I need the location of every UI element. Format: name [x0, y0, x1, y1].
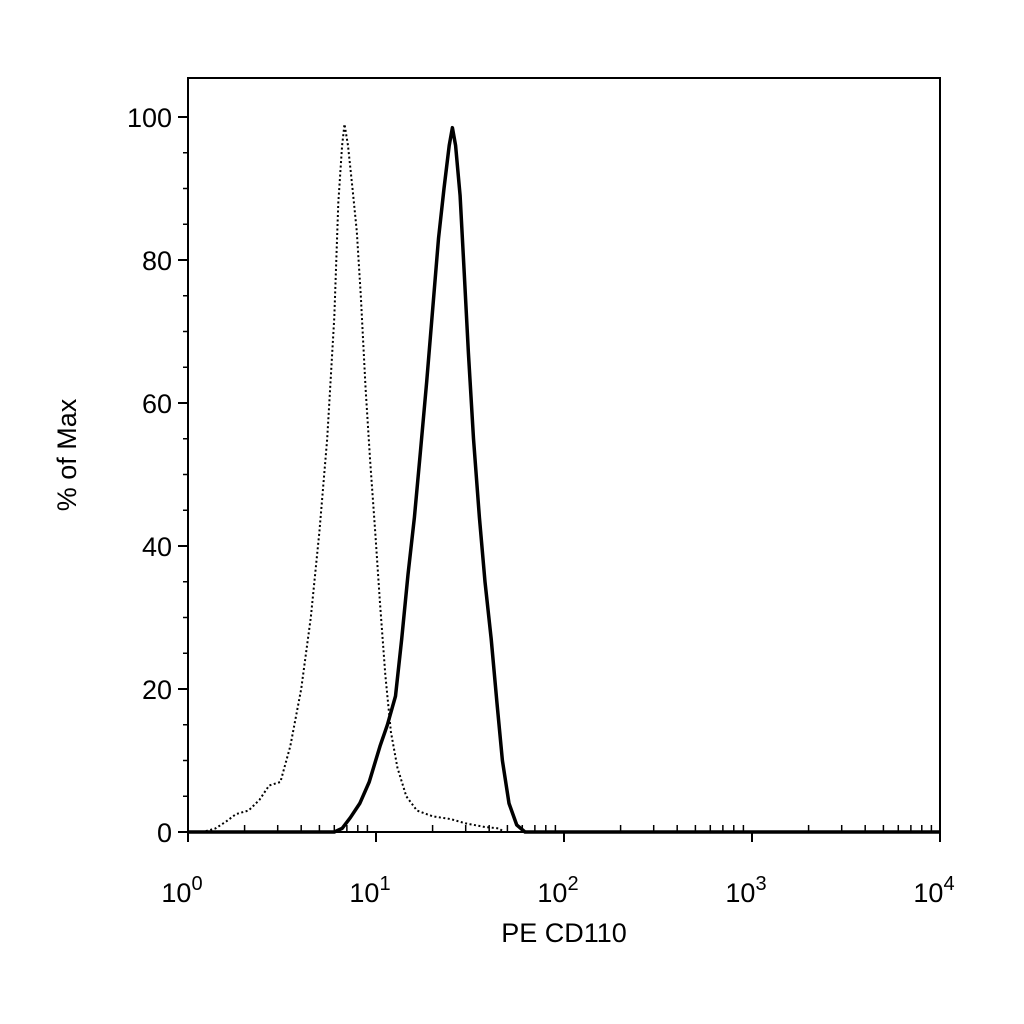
series-line-dotted [188, 123, 505, 833]
y-tick-label: 100 [127, 103, 172, 133]
y-tick-label: 20 [142, 675, 172, 705]
y-tick-label: 0 [157, 818, 172, 848]
y-tick-label: 40 [142, 532, 172, 562]
x-tick-labels: 100 101 102 103 104 [161, 873, 954, 908]
x-tick-label: 101 [349, 873, 390, 908]
x-axis-title: PE CD110 [501, 918, 627, 948]
x-tick-label: 102 [537, 873, 578, 908]
x-tick-label: 100 [161, 873, 202, 908]
series-line-solid [188, 125, 940, 834]
series-layer [188, 123, 940, 834]
y-tick-label: 80 [142, 246, 172, 276]
y-tick-label: 60 [142, 389, 172, 419]
x-tick-label: 104 [913, 873, 954, 908]
y-axis-title: % of Max [52, 398, 82, 511]
x-tick-label: 103 [725, 873, 766, 908]
y-tick-labels: 0 20 40 60 80 100 [127, 103, 172, 848]
